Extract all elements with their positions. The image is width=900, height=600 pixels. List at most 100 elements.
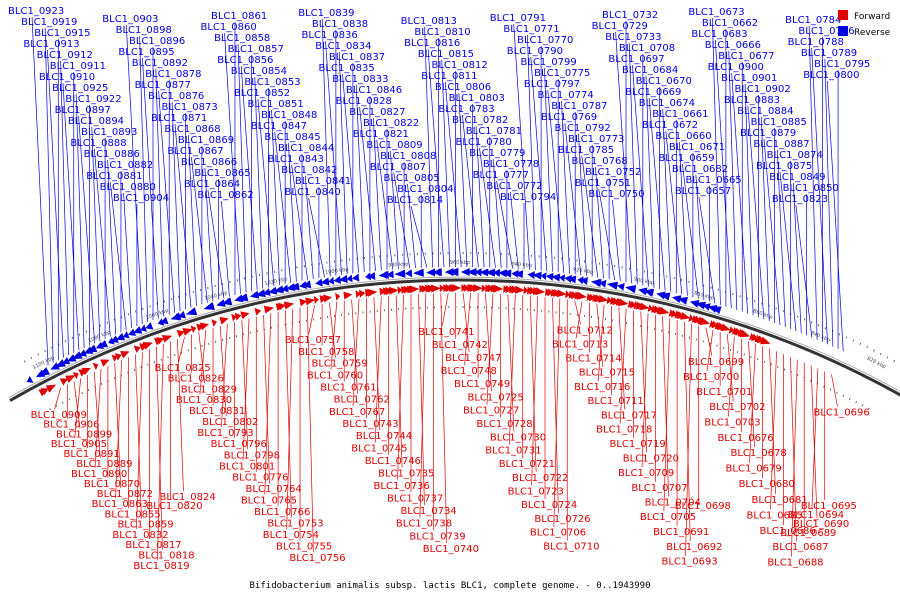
- leader-line: [763, 138, 781, 325]
- leader-line: [157, 344, 164, 561]
- tick-mark: [810, 379, 812, 382]
- reverse-gene-feature: [434, 268, 440, 277]
- leader-line: [75, 93, 85, 348]
- gene-label: BLC1_0693: [662, 557, 718, 568]
- gene-label: BLC1_0660: [655, 131, 711, 142]
- leader-line: [374, 296, 382, 443]
- tick-mark: [763, 360, 766, 363]
- leader-line: [648, 97, 666, 291]
- genome-caption: Bifidobacterium animalis subsp. lactis B…: [250, 581, 651, 591]
- gene-label: BLC1_0818: [138, 551, 194, 562]
- gene-label: BLC1_0681: [752, 495, 808, 506]
- gene-label: BLC1_0793: [197, 428, 253, 439]
- reverse-gene-feature: [460, 268, 470, 277]
- leader-line: [552, 297, 559, 513]
- gene-label: BLC1_0840: [285, 187, 341, 198]
- gene-label: BLC1_0682: [672, 164, 728, 175]
- gene-label: BLC1_0868: [164, 124, 220, 135]
- gene-label: BLC1_0824: [159, 492, 215, 503]
- gene-label: BLC1_0710: [543, 542, 599, 553]
- gene-label: BLC1_0802: [202, 417, 258, 428]
- gene-label: BLC1_0833: [332, 74, 388, 85]
- reverse-gene-feature: [71, 351, 83, 360]
- gene-label: BLC1_0792: [555, 123, 611, 134]
- gene-label: BLC1_0767: [329, 407, 385, 418]
- tick-mark: [127, 371, 129, 374]
- tick-mark: [235, 335, 238, 338]
- gene-label: BLC1_0843: [268, 154, 324, 165]
- gene-label: BLC1_0687: [772, 542, 828, 553]
- gene-label: BLC1_0915: [34, 28, 90, 39]
- leader-line: [496, 180, 513, 269]
- tick-mark: [886, 356, 889, 359]
- gene-label: BLC1_0665: [685, 175, 741, 186]
- gene-label: BLC1_0706: [530, 528, 586, 539]
- leader-line: [158, 90, 175, 313]
- gene-label: BLC1_0790: [507, 46, 563, 57]
- leader-line: [441, 293, 449, 327]
- tick-mark: [777, 365, 779, 368]
- tick-mark: [62, 401, 64, 404]
- forward-gene-feature: [92, 362, 99, 371]
- gene-label: BLC1_0692: [666, 542, 722, 553]
- gene-label: BLC1_0703: [704, 418, 760, 429]
- leader-line: [744, 83, 754, 316]
- leader-line: [427, 48, 445, 268]
- leader-line: [769, 348, 776, 494]
- forward-gene-feature: [505, 285, 512, 294]
- leader-line: [597, 304, 605, 381]
- leader-line: [125, 24, 143, 325]
- reverse-gene-feature: [577, 276, 584, 285]
- reverse-gene-feature: [173, 312, 180, 321]
- leader-line: [824, 58, 834, 347]
- reverse-gene-feature: [132, 326, 143, 334]
- tick-mark: [796, 373, 799, 377]
- tick-mark: [770, 363, 772, 366]
- leader-line: [728, 336, 735, 417]
- reverse-gene-feature: [50, 362, 60, 370]
- tick-mark: [852, 339, 855, 342]
- gene-label: BLC1_0674: [639, 98, 695, 109]
- reverse-gene-feature: [54, 359, 66, 368]
- tick-label: 920 kbp: [573, 267, 594, 276]
- tick-mark: [99, 324, 102, 327]
- leader-line: [790, 359, 798, 557]
- leader-line: [508, 294, 516, 445]
- legend-label-reverse: Reverse: [854, 28, 891, 38]
- gene-label: BLC1_0717: [601, 410, 657, 421]
- gene-label: BLC1_0739: [409, 531, 465, 542]
- forward-gene-feature: [461, 284, 467, 293]
- leader-line: [237, 43, 247, 293]
- gene-label: BLC1_0831: [189, 406, 245, 417]
- forward-gene-feature: [283, 301, 295, 310]
- tick-mark: [736, 351, 739, 354]
- tick-mark: [201, 344, 203, 348]
- leader-line: [578, 133, 587, 276]
- leader-line: [561, 100, 570, 274]
- tick-mark: [55, 404, 58, 407]
- forward-gene-feature: [263, 305, 275, 314]
- leader-line: [706, 329, 714, 371]
- gene-label: BLC1_0823: [772, 194, 828, 205]
- leader-line: [581, 155, 599, 278]
- gene-label: BLC1_0715: [579, 368, 635, 379]
- gene-label: BLC1_0788: [788, 37, 844, 48]
- gene-label: BLC1_0776: [232, 473, 288, 484]
- gene-label: BLC1_0666: [705, 40, 761, 51]
- gene-label: BLC1_0864: [184, 179, 240, 190]
- reverse-gene-feature: [527, 271, 535, 280]
- tick-label: 1020 kbp: [264, 276, 288, 287]
- forward-gene-feature: [323, 294, 333, 303]
- gene-label: BLC1_0686: [759, 526, 815, 537]
- leader-line: [91, 126, 101, 342]
- gene-label: BLC1_0807: [370, 162, 426, 173]
- leader-line: [171, 101, 181, 311]
- forward-gene-feature: [419, 284, 425, 293]
- gene-label: BLC1_0866: [181, 157, 237, 168]
- leader-line: [221, 200, 230, 297]
- gene-label: BLC1_0805: [384, 173, 440, 184]
- forward-gene-feature: [630, 300, 637, 309]
- leader-line: [486, 293, 494, 405]
- tick-mark: [709, 342, 711, 345]
- tick-mark: [194, 347, 196, 350]
